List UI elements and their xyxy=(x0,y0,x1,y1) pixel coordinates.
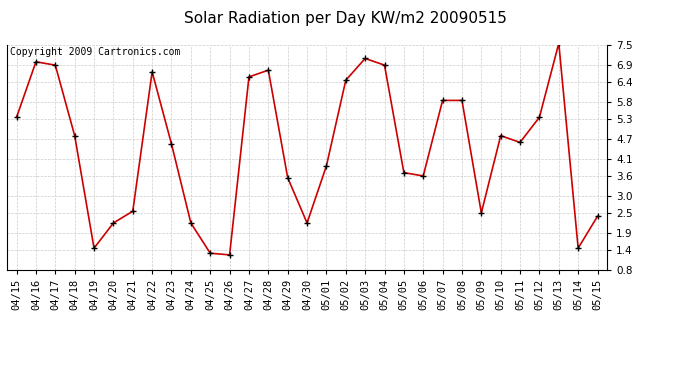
Text: Solar Radiation per Day KW/m2 20090515: Solar Radiation per Day KW/m2 20090515 xyxy=(184,11,506,26)
Text: Copyright 2009 Cartronics.com: Copyright 2009 Cartronics.com xyxy=(10,47,180,57)
